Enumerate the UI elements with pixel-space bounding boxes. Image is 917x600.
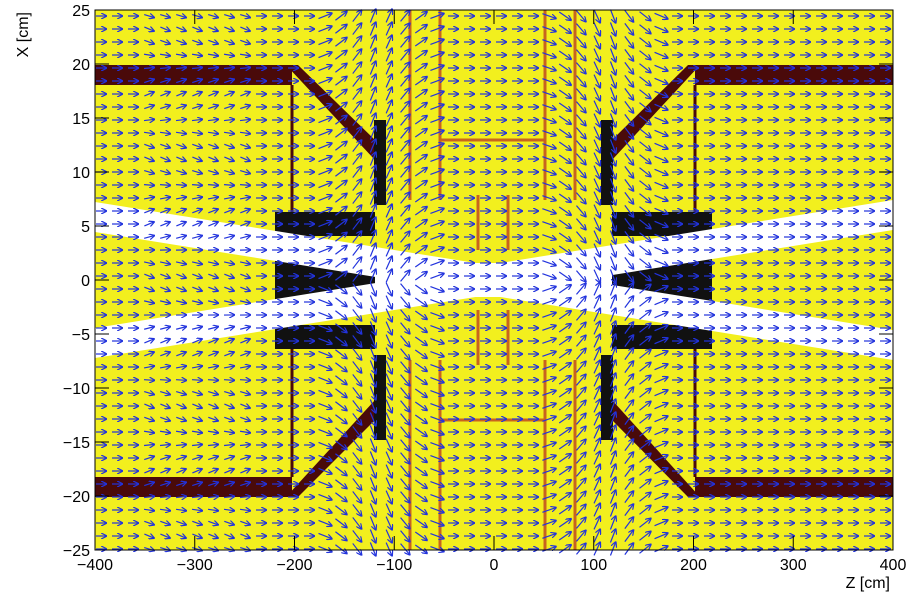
absorber (95, 477, 292, 497)
y-tick-label: −10 (63, 381, 90, 398)
x-tick-label: −300 (177, 557, 213, 574)
x-tick-label: 400 (880, 557, 907, 574)
magnet (374, 355, 386, 440)
field-arrow (208, 185, 218, 186)
field-arrow (240, 185, 250, 186)
y-tick-label: 20 (72, 57, 90, 74)
field-arrow (144, 185, 154, 186)
geometry (95, 10, 893, 550)
x-tick-label: 0 (490, 557, 499, 574)
y-tick-label: 10 (72, 165, 90, 182)
field-arrow (224, 380, 234, 381)
x-axis-label: Z [cm] (846, 575, 890, 592)
x-tick-label: 300 (780, 557, 807, 574)
x-tick-label: 200 (680, 557, 707, 574)
field-arrow (176, 185, 186, 186)
field-arrow (144, 380, 154, 381)
y-tick-label: −25 (63, 543, 90, 560)
y-tick-label: −20 (63, 489, 90, 506)
field-arrow (240, 380, 250, 381)
field-arrow (224, 185, 234, 186)
chart: Z [cm] X [cm] −400−300−200−1000100200300… (0, 0, 917, 600)
y-tick-label: 25 (72, 3, 90, 20)
x-tick-label: 100 (580, 557, 607, 574)
x-tick-label: −100 (376, 557, 412, 574)
field-arrow (192, 380, 202, 381)
field-arrow (208, 380, 218, 381)
y-axis-label: X [cm] (15, 12, 32, 57)
beam-pipe (375, 263, 612, 297)
field-arrow (192, 185, 202, 186)
y-tick-label: 5 (81, 219, 90, 236)
y-tick-label: −5 (72, 327, 90, 344)
field-arrow (176, 380, 186, 381)
field-arrow (160, 185, 170, 186)
y-tick-label: 15 (72, 111, 90, 128)
field-arrow (160, 380, 170, 381)
absorber (695, 477, 893, 497)
y-tick-label: −15 (63, 435, 90, 452)
y-tick-label: 0 (81, 273, 90, 290)
x-tick-label: −200 (276, 557, 312, 574)
